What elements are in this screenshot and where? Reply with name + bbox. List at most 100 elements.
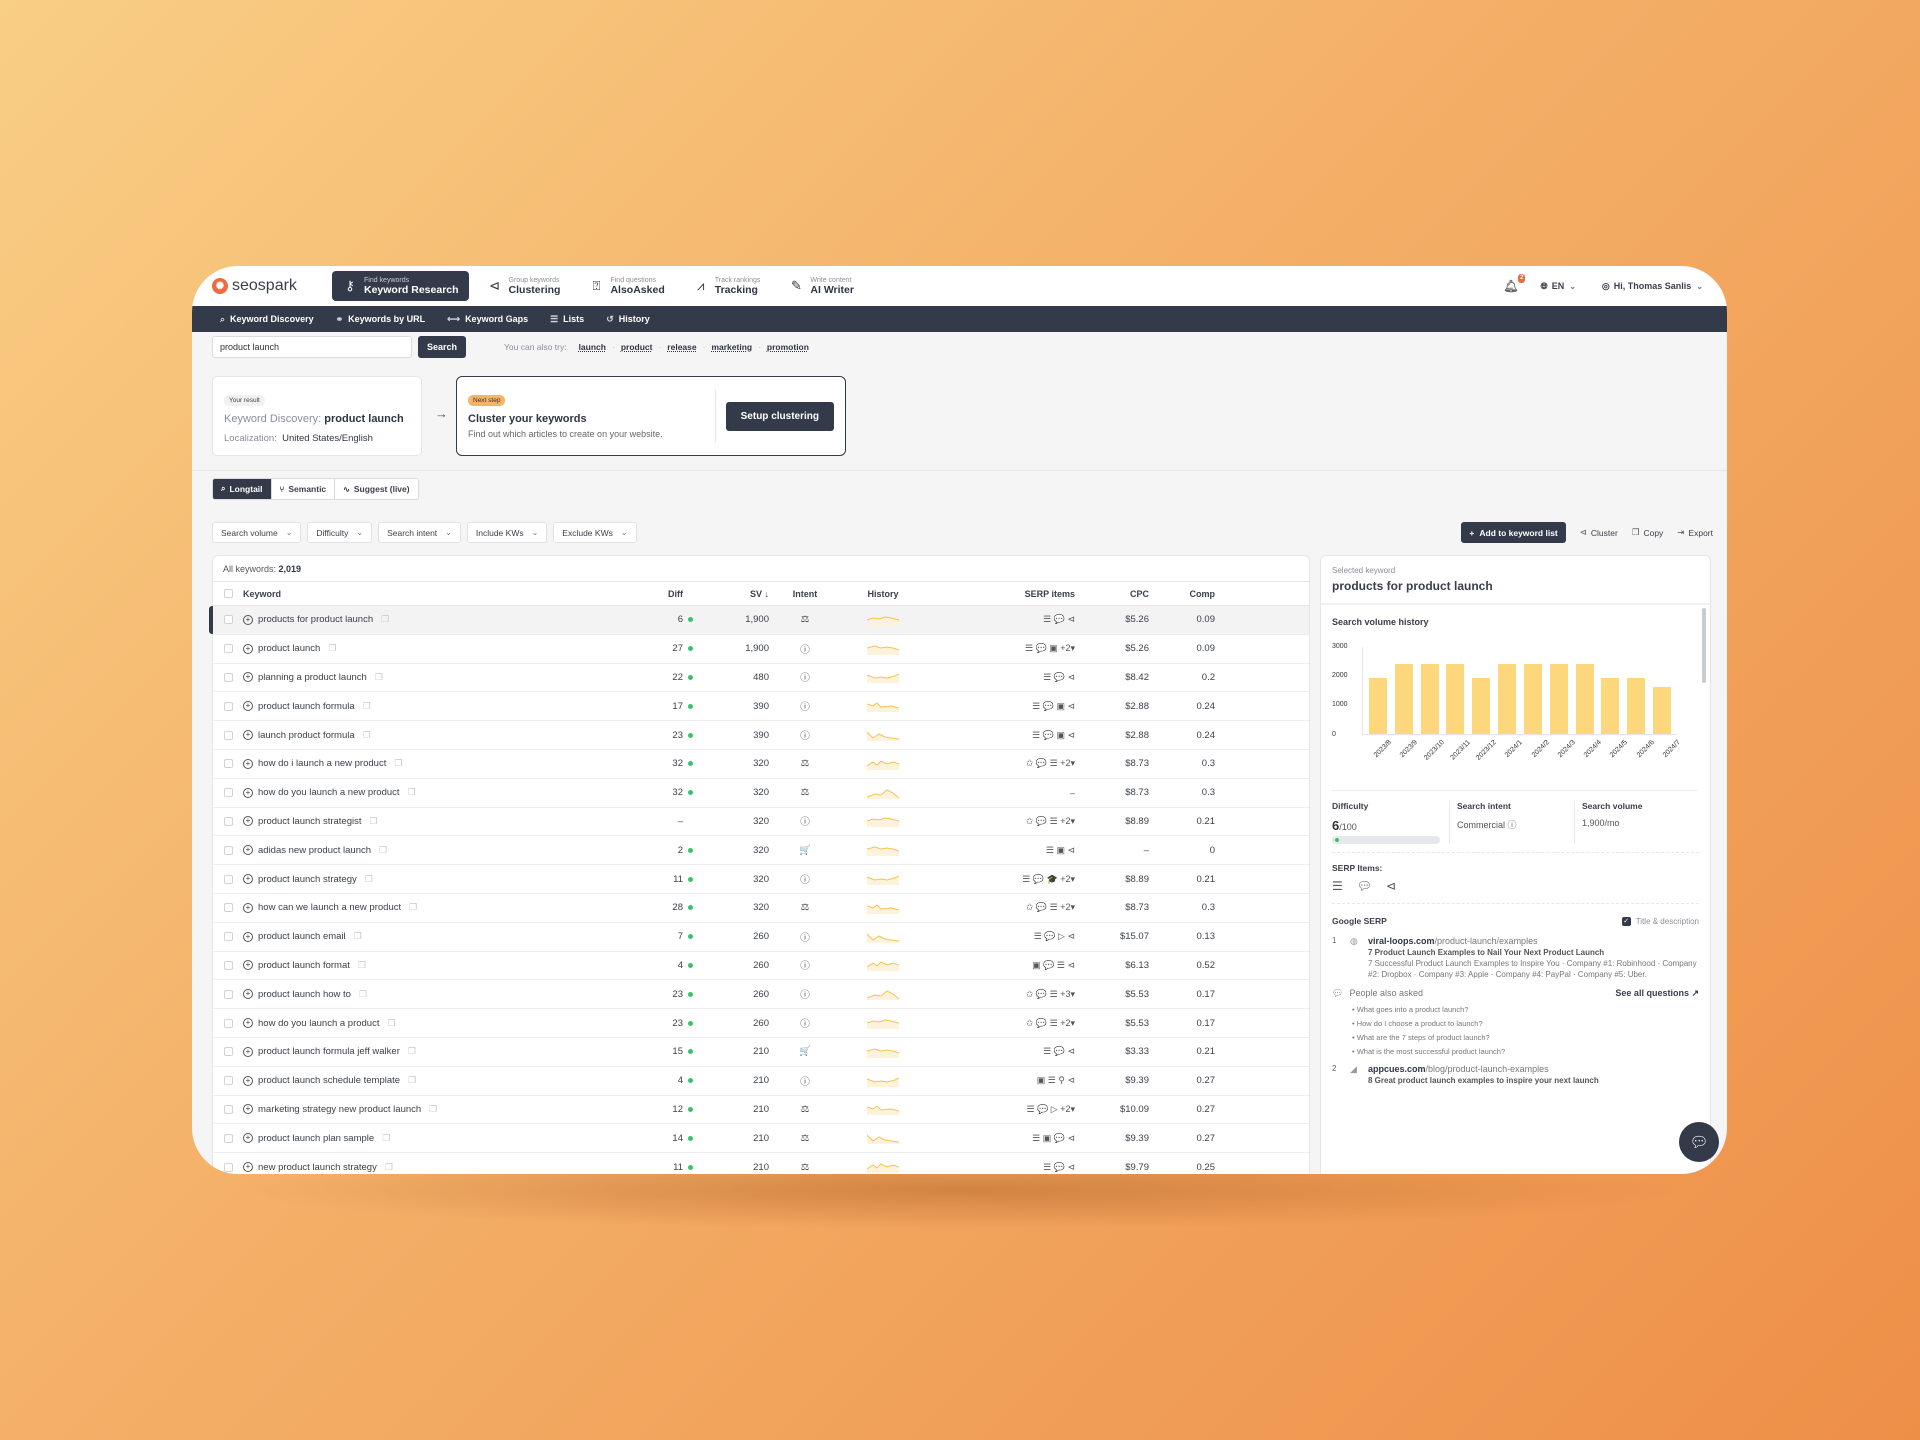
table-row[interactable]: + product launch strategist ❐ – 320 ⓘ ✩ 💬 … <box>213 808 1309 837</box>
title-description-toggle[interactable]: ✓ Title & description <box>1621 916 1699 926</box>
add-keyword-icon[interactable]: + <box>243 845 253 856</box>
add-keyword-icon[interactable]: + <box>243 701 253 712</box>
add-keyword-icon[interactable]: + <box>243 1162 253 1173</box>
table-row[interactable]: + product launch schedule template ❐ 4 210… <box>213 1067 1309 1096</box>
serp-icons[interactable]: ☰ 💬 ⊲ <box>1043 671 1075 682</box>
table-row[interactable]: + product launch formula jeff walker ❐ 15 … <box>213 1038 1309 1067</box>
row-checkbox[interactable] <box>223 1104 233 1114</box>
chart-bar[interactable] <box>1472 678 1491 734</box>
row-checkbox[interactable] <box>223 1047 233 1057</box>
row-checkbox[interactable] <box>223 1162 233 1172</box>
copy-icon[interactable]: ❐ <box>362 729 371 740</box>
copy-icon[interactable]: ❐ <box>364 873 373 884</box>
chart-bar[interactable] <box>1368 678 1387 734</box>
col-keyword[interactable]: Keyword <box>243 588 282 599</box>
chart-bar[interactable] <box>1523 663 1542 734</box>
suggestion-link[interactable]: marketing <box>711 342 753 352</box>
subnav-keyword-gaps[interactable]: ⟷ Keyword Gaps <box>447 314 528 325</box>
subnav-history[interactable]: ↺ History <box>606 314 650 325</box>
setup-clustering-button[interactable]: Setup clustering <box>725 401 834 431</box>
copy-icon[interactable]: ❐ <box>394 758 403 769</box>
table-row[interactable]: + product launch ❐ 27 1,900 ⓘ ☰ 💬 ▣ +2▾ $5… <box>213 635 1309 664</box>
table-row[interactable]: + product launch email ❐ 7 260 ⓘ ☰ 💬 ▷ ⊲ $… <box>213 923 1309 952</box>
copy-icon[interactable]: ❐ <box>407 1046 416 1057</box>
serp-icons[interactable]: ✩ 💬 ☰ +2▾ <box>1025 902 1075 913</box>
chart-bar[interactable] <box>1601 678 1620 734</box>
col-sv[interactable]: SV ↓ <box>749 588 769 599</box>
table-row[interactable]: + how can we launch a new product ❐ 28 320… <box>213 894 1309 923</box>
suggestion-link[interactable]: promotion <box>766 342 809 352</box>
table-row[interactable]: + marketing strategy new product launch ❐ … <box>213 1096 1309 1125</box>
add-keyword-icon[interactable]: + <box>243 931 253 942</box>
search-input[interactable] <box>212 336 412 358</box>
language-select[interactable]: 🌐︎ EN ⌄ <box>1540 281 1575 292</box>
table-row[interactable]: + product launch how to ❐ 23 260 ⓘ ✩ 💬 ☰ +… <box>213 980 1309 1010</box>
serp-icons[interactable]: ☰ ▣ 💬 ⊲ <box>1032 1132 1075 1143</box>
serp-result[interactable]: 2 ◢ appcues.com/blog/product-launch-exam… <box>1332 1063 1599 1085</box>
add-keyword-icon[interactable]: + <box>243 672 253 683</box>
nav-ai-writer[interactable]: ✎ Write content AI Writer <box>778 271 864 301</box>
panel-scrollbar[interactable] <box>1702 608 1706 683</box>
add-keyword-icon[interactable]: + <box>243 1075 253 1086</box>
add-keyword-icon[interactable]: + <box>243 989 253 1000</box>
search-button[interactable]: Search <box>418 336 467 358</box>
table-row[interactable]: + product launch format ❐ 4 260 ⓘ ▣ 💬 ☰ ⊲ … <box>213 952 1309 981</box>
subnav-keywords-by-url[interactable]: ⚭ Keywords by URL <box>336 314 426 325</box>
row-checkbox[interactable] <box>223 960 233 970</box>
nav-keyword-research[interactable]: ⚷ Find keywords Keyword Research <box>332 271 469 301</box>
add-keyword-icon[interactable]: + <box>243 758 253 769</box>
col-cpc[interactable]: CPC <box>1129 588 1149 599</box>
see-all-questions-link[interactable]: See all questions ↗ <box>1615 987 1699 998</box>
copy-icon[interactable]: ❐ <box>357 959 366 970</box>
add-keyword-icon[interactable]: + <box>243 816 253 827</box>
table-row[interactable]: + product launch strategy ❐ 11 320 ⓘ ☰ 💬 🎓… <box>213 865 1309 894</box>
serp-result[interactable]: 1 ◍ viral-loops.com/product-launch/examp… <box>1332 936 1697 979</box>
nav-alsoasked[interactable]: ⍰ Find questions AlsoAsked <box>578 271 674 301</box>
chart-bar[interactable] <box>1627 678 1646 734</box>
chart-bar[interactable] <box>1549 663 1568 734</box>
select-all-checkbox[interactable] <box>223 589 233 598</box>
table-row[interactable]: + product launch formula ❐ 17 390 ⓘ ☰ 💬 ▣ … <box>213 692 1309 722</box>
copy-icon[interactable]: ❐ <box>358 988 368 999</box>
copy-icon[interactable]: ❐ <box>409 902 418 913</box>
copy-icon[interactable]: ❐ <box>408 1075 417 1086</box>
tab-suggest-live[interactable]: ∿ Suggest (live) <box>343 484 410 494</box>
serp-icons[interactable]: ☰ 💬 ▷ ⊲ <box>1033 931 1075 942</box>
add-keyword-icon[interactable]: + <box>243 902 253 913</box>
filter-difficulty[interactable]: Difficulty ⌄ <box>307 522 373 543</box>
filter-exclude-kws[interactable]: Exclude KWs ⌄ <box>553 522 637 543</box>
copy-icon[interactable]: ❐ <box>328 643 337 654</box>
tab-longtail[interactable]: ⌕ Longtail <box>213 479 272 499</box>
add-keyword-icon[interactable]: + <box>243 1018 253 1029</box>
add-keyword-icon[interactable]: + <box>243 643 253 654</box>
row-checkbox[interactable] <box>223 1018 233 1028</box>
suggestion-link[interactable]: release <box>667 342 697 352</box>
chart-bar[interactable] <box>1394 663 1413 734</box>
row-checkbox[interactable] <box>223 816 233 826</box>
copy-icon[interactable]: ❐ <box>362 700 371 711</box>
nav-tracking[interactable]: ⩘ Track rankings Tracking <box>683 271 771 301</box>
subnav-keyword-discovery[interactable]: ⌕ Keyword Discovery <box>220 314 314 325</box>
add-keyword-icon[interactable]: + <box>243 730 253 741</box>
row-checkbox[interactable] <box>223 615 233 625</box>
suggestion-link[interactable]: launch <box>578 342 606 352</box>
filter-search-volume[interactable]: Search volume ⌄ <box>212 522 302 543</box>
serp-icons[interactable]: ☰ 💬 ⊲ <box>1043 1046 1075 1057</box>
row-checkbox[interactable] <box>223 874 233 884</box>
chart-bar[interactable] <box>1420 663 1439 734</box>
table-row[interactable]: + launch product formula ❐ 23 390 ⓘ ☰ 💬 ▣ … <box>213 721 1309 750</box>
table-row[interactable]: + how do i launch a new product ❐ 32 320 ⚖… <box>213 750 1309 779</box>
add-keyword-icon[interactable]: + <box>243 1046 253 1057</box>
serp-icons[interactable]: ☰ 💬 ▷ +2▾ <box>1026 1103 1075 1114</box>
col-diff[interactable]: Diff <box>668 588 683 599</box>
row-checkbox[interactable] <box>223 672 233 682</box>
filter-include-kws[interactable]: Include KWs ⌄ <box>466 522 548 543</box>
bell-icon[interactable]: 🔔︎ 2 <box>1503 274 1526 293</box>
add-keyword-icon[interactable]: + <box>243 614 253 625</box>
row-checkbox[interactable] <box>223 932 233 942</box>
chat-support-button[interactable]: 💬︎ <box>1679 1122 1719 1162</box>
chart-bar[interactable] <box>1575 663 1594 734</box>
row-checkbox[interactable] <box>223 1133 233 1143</box>
row-checkbox[interactable] <box>223 730 233 740</box>
copy-icon[interactable]: ❐ <box>407 787 416 798</box>
